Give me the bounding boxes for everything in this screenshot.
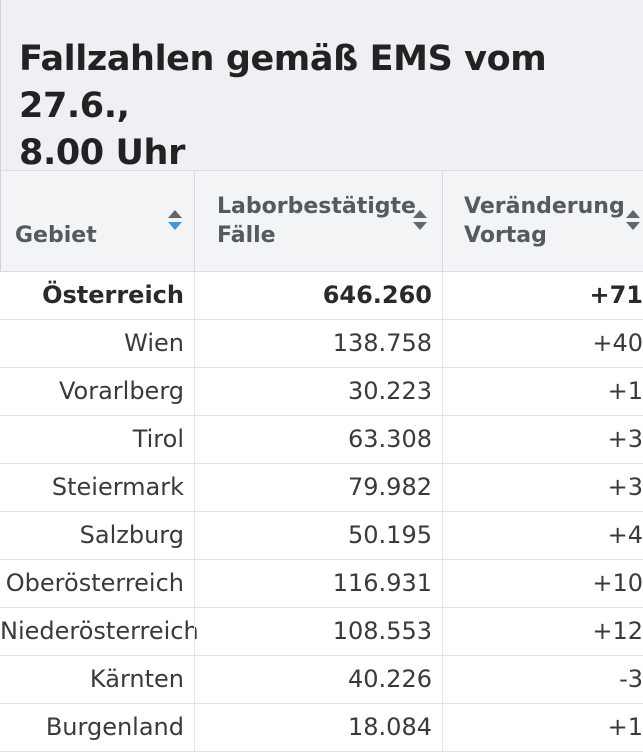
cell-faelle: 40.226 (194, 656, 442, 703)
cell-veraenderung: +12 (442, 608, 643, 655)
cell-veraenderung: +40 (442, 320, 643, 367)
cell-veraenderung: +10 (442, 560, 643, 607)
column-label-veraenderung: Veränderung Vortag (464, 194, 625, 248)
cell-veraenderung: +71 (442, 272, 643, 319)
column-label-faelle: Laborbestätigte Fälle (217, 194, 416, 248)
column-label-gebiet: Gebiet (15, 223, 97, 248)
sort-icon[interactable] (412, 209, 428, 231)
table-row: Kärnten 40.226 -3 (0, 656, 643, 704)
cell-gebiet: Tirol (132, 425, 184, 453)
cell-gebiet: Österreich (42, 281, 184, 309)
page-title: Fallzahlen gemäß EMS vom 27.6., 8.00 Uhr (19, 39, 547, 173)
cell-faelle: 646.260 (194, 272, 442, 319)
cell-faelle: 138.758 (194, 320, 442, 367)
cell-gebiet: Niederösterreich (0, 617, 199, 645)
table-row: Burgenland 18.084 +1 (0, 704, 643, 752)
column-header-faelle[interactable]: Laborbestätigte Fälle (194, 171, 442, 271)
table-row: Tirol 63.308 +3 (0, 416, 643, 464)
cell-gebiet: Burgenland (45, 713, 184, 741)
table-row: Vorarlberg 30.223 +1 (0, 368, 643, 416)
cell-veraenderung: +1 (442, 368, 643, 415)
table-row: Salzburg 50.195 +4 (0, 512, 643, 560)
cell-faelle: 116.931 (194, 560, 442, 607)
cell-faelle: 108.553 (194, 608, 442, 655)
column-header-veraenderung[interactable]: Veränderung Vortag (442, 171, 643, 271)
title-bar: Fallzahlen gemäß EMS vom 27.6., 8.00 Uhr (0, 0, 643, 173)
sort-descending-icon[interactable] (167, 209, 183, 231)
column-header-gebiet[interactable]: Gebiet (0, 171, 194, 271)
table-row: Österreich 646.260 +71 (0, 272, 643, 320)
sort-icon[interactable] (625, 209, 641, 231)
cell-faelle: 79.982 (194, 464, 442, 511)
cell-gebiet: Steiermark (51, 473, 184, 501)
cell-gebiet: Vorarlberg (58, 377, 184, 405)
cell-veraenderung: +4 (442, 512, 643, 559)
cell-gebiet: Salzburg (79, 521, 184, 549)
cell-faelle: 30.223 (194, 368, 442, 415)
cell-faelle: 18.084 (194, 704, 442, 751)
table-header: Gebiet Laborbestätigte Fälle Veränderung… (0, 170, 643, 272)
cell-veraenderung: +3 (442, 464, 643, 511)
cell-veraenderung: +3 (442, 416, 643, 463)
cell-veraenderung: -3 (442, 656, 643, 703)
cell-faelle: 50.195 (194, 512, 442, 559)
cell-gebiet: Wien (124, 329, 184, 357)
table-row: Wien 138.758 +40 (0, 320, 643, 368)
table-row: Oberösterreich 116.931 +10 (0, 560, 643, 608)
cell-gebiet: Kärnten (89, 665, 184, 693)
cell-gebiet: Oberösterreich (5, 569, 184, 597)
cell-veraenderung: +1 (442, 704, 643, 751)
table-row: Steiermark 79.982 +3 (0, 464, 643, 512)
table-row: Niederösterreich 108.553 +12 (0, 608, 643, 656)
cell-faelle: 63.308 (194, 416, 442, 463)
